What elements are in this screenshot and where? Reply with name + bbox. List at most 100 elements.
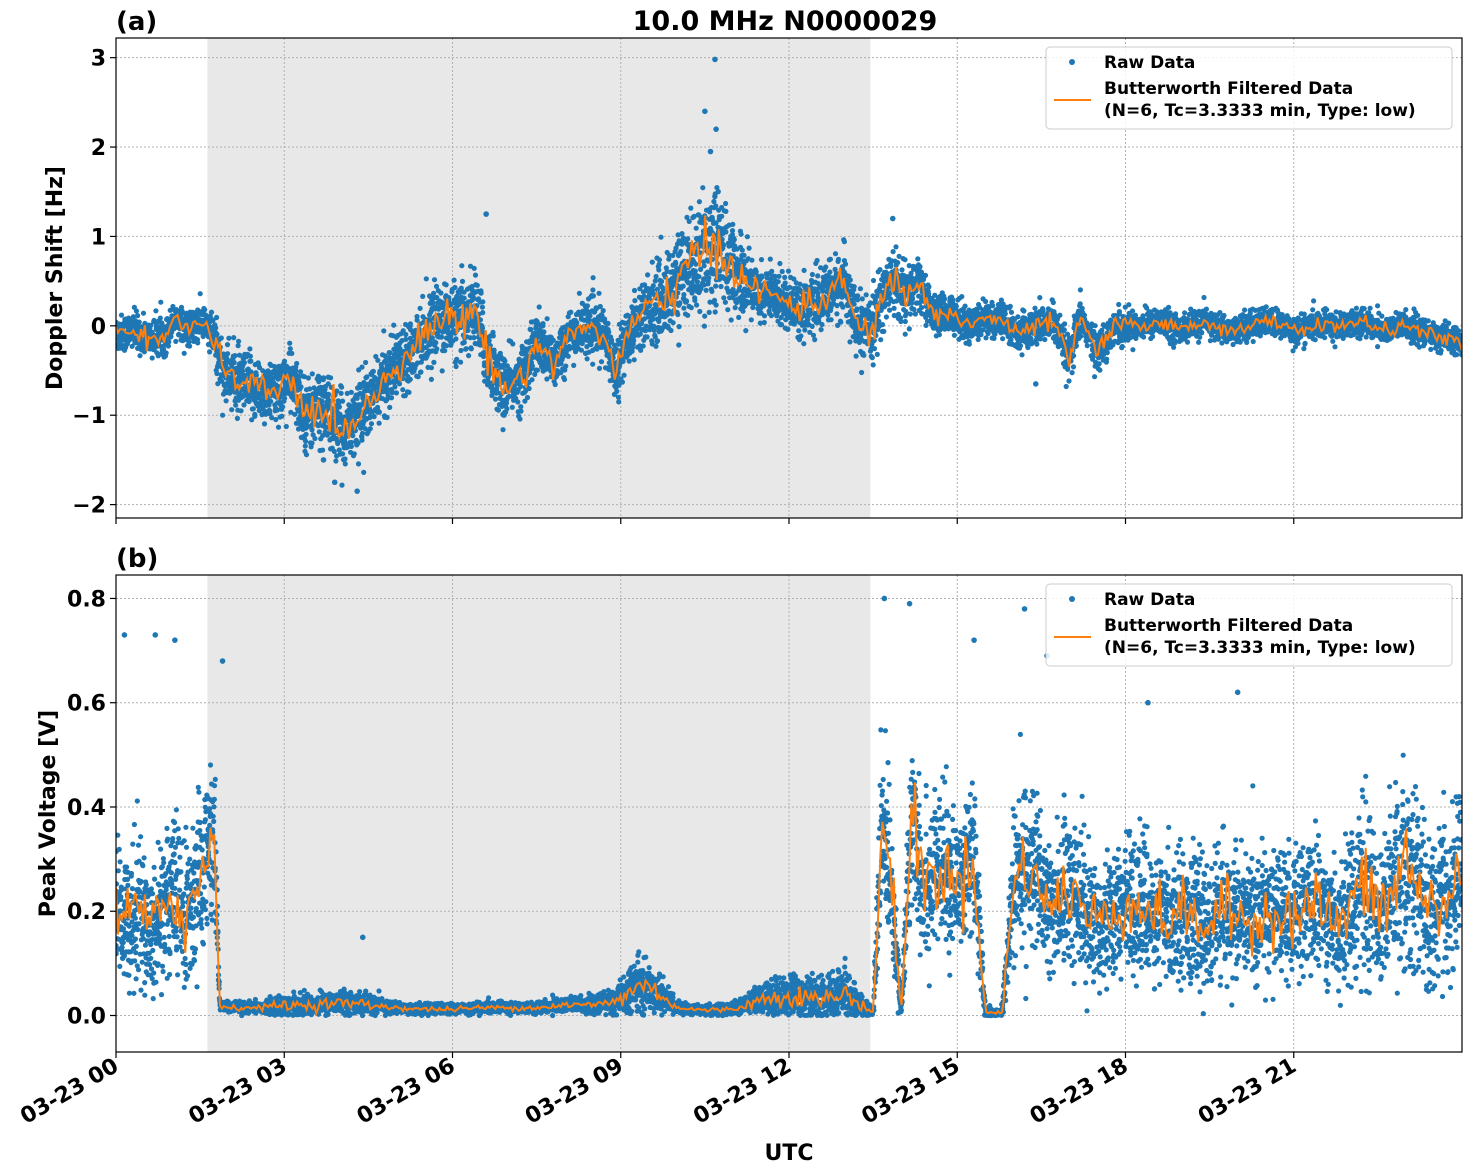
- raw-data-point: [598, 359, 605, 365]
- raw-data-point: [375, 357, 381, 363]
- raw-data-point: [840, 304, 846, 310]
- raw-data-point: [653, 273, 659, 280]
- raw-data-point: [767, 256, 773, 262]
- raw-data-point: [749, 257, 755, 263]
- raw-data-point: [673, 261, 679, 267]
- raw-data-point: [279, 413, 285, 419]
- raw-data-point: [711, 297, 718, 303]
- raw-data-point: [168, 333, 174, 340]
- raw-data-point: [851, 284, 857, 290]
- raw-data-point: [561, 376, 568, 383]
- raw-data-point: [631, 287, 638, 294]
- raw-data-point: [500, 427, 506, 433]
- raw-data-point: [796, 328, 802, 334]
- raw-data-point: [809, 323, 815, 329]
- raw-data-point: [208, 309, 215, 315]
- raw-data-point: [832, 251, 839, 257]
- raw-data-point: [694, 279, 701, 285]
- raw-data-point: [815, 273, 821, 279]
- raw-data-point: [626, 358, 632, 364]
- raw-data-point: [224, 355, 230, 361]
- raw-data-point: [296, 380, 302, 386]
- raw-data-point: [269, 415, 275, 421]
- raw-data-point: [226, 335, 232, 341]
- raw-data-point: [676, 342, 682, 348]
- raw-data-point: [220, 412, 226, 418]
- raw-data-point: [471, 265, 477, 271]
- raw-data-point: [899, 267, 905, 273]
- raw-data-point: [857, 286, 864, 292]
- raw-data-point: [261, 421, 268, 427]
- raw-data-point: [859, 296, 865, 302]
- raw-data-point: [335, 440, 341, 447]
- raw-data-point: [676, 324, 682, 330]
- raw-data-point: [814, 257, 820, 264]
- raw-data-point: [247, 346, 253, 352]
- raw-data-point: [748, 317, 754, 323]
- raw-data-point: [779, 268, 785, 275]
- raw-data-point: [331, 448, 337, 454]
- raw-data-point: [364, 374, 370, 380]
- raw-data-point: [838, 319, 844, 325]
- raw-data-point: [336, 404, 342, 410]
- raw-data-point: [529, 377, 535, 383]
- raw-data-point: [443, 282, 449, 288]
- raw-data-point: [668, 327, 674, 334]
- raw-data-point: [517, 416, 523, 422]
- raw-data-point: [423, 276, 429, 282]
- raw-data-point: [739, 247, 745, 253]
- raw-data-point: [229, 407, 235, 413]
- raw-data-point: [720, 242, 727, 248]
- raw-data-point: [282, 395, 288, 401]
- raw-data-point: [801, 267, 807, 273]
- raw-data-point: [348, 439, 354, 446]
- raw-data-point: [685, 312, 691, 318]
- raw-data-point: [741, 252, 747, 258]
- raw-data-point: [631, 338, 637, 344]
- raw-data-point: [895, 260, 901, 266]
- raw-data-point: [834, 311, 840, 317]
- raw-data-point: [438, 290, 444, 296]
- raw-data-point: [307, 386, 313, 392]
- raw-data-point: [392, 384, 398, 390]
- raw-data-point: [218, 335, 224, 341]
- raw-data-point: [502, 358, 508, 364]
- raw-data-point: [723, 208, 729, 214]
- raw-data-point: [333, 458, 339, 464]
- raw-data-point: [881, 328, 887, 334]
- raw-data-point: [325, 381, 331, 387]
- raw-data-point: [654, 338, 661, 344]
- raw-data-point: [287, 340, 293, 346]
- raw-data-point: [231, 335, 237, 341]
- raw-data-point: [576, 290, 583, 296]
- raw-data-point: [118, 312, 125, 318]
- raw-data-point: [659, 278, 665, 284]
- raw-data-point: [596, 290, 602, 296]
- raw-data-point: [706, 309, 712, 315]
- raw-data-point: [951, 332, 958, 338]
- raw-data-point: [376, 409, 382, 415]
- raw-data-point: [621, 372, 627, 378]
- raw-data-point: [458, 359, 464, 365]
- raw-data-point: [842, 261, 849, 267]
- raw-data-point: [472, 272, 479, 278]
- raw-data-point: [344, 390, 350, 396]
- raw-data-point: [743, 328, 749, 334]
- raw-data-point: [693, 261, 699, 267]
- raw-data-point: [915, 256, 921, 262]
- raw-data-point: [761, 319, 767, 326]
- raw-data-point: [233, 402, 239, 408]
- raw-data-point: [348, 389, 354, 395]
- raw-data-point: [241, 402, 247, 408]
- raw-data-point: [578, 347, 585, 353]
- raw-data-point: [438, 334, 444, 340]
- raw-data-point: [363, 359, 369, 366]
- raw-data-point: [563, 363, 569, 369]
- raw-data-point: [656, 267, 662, 273]
- raw-data-point: [452, 284, 458, 291]
- raw-data-point: [827, 256, 834, 262]
- raw-data-point: [891, 305, 897, 311]
- raw-data-point: [568, 309, 574, 315]
